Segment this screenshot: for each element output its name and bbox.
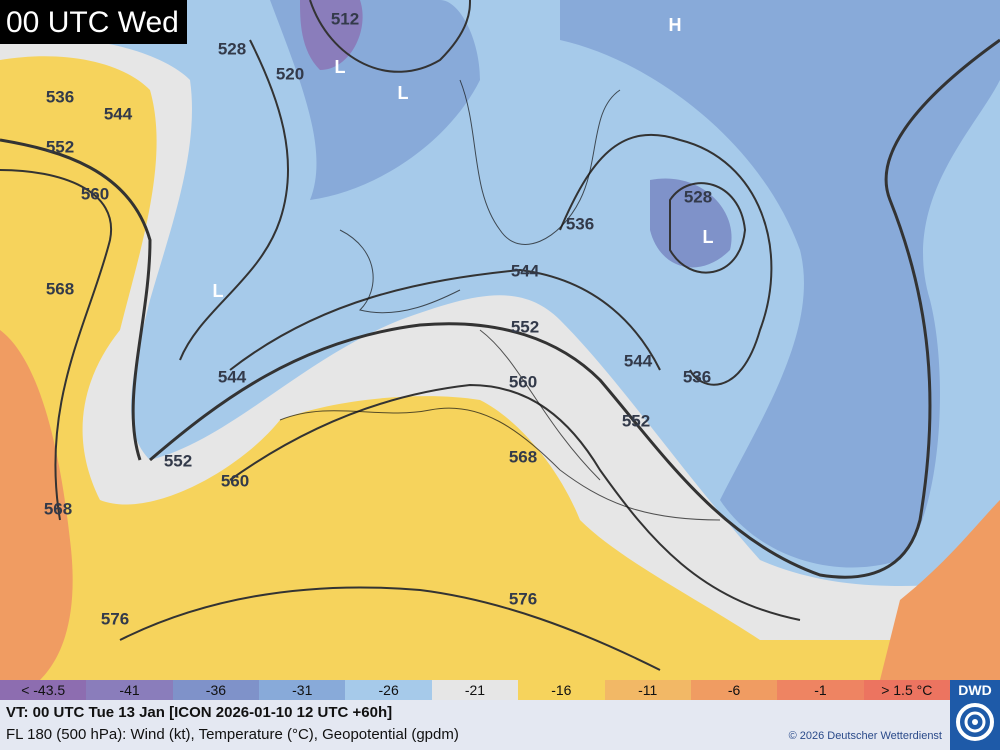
contour-label: 560 [81, 184, 109, 203]
contour-line [179, 39, 290, 361]
coastlines [279, 79, 721, 521]
contour-label: 568 [46, 279, 74, 298]
contour-label: 568 [44, 499, 72, 518]
legend-item: -11 [604, 680, 691, 700]
contour-line [309, 0, 471, 73]
contour-label: 552 [622, 411, 650, 430]
contour-label: 560 [509, 372, 537, 391]
contours [0, 0, 1000, 671]
logo: DWD [950, 680, 1000, 750]
map-title: 00 UTC Wed [0, 0, 187, 44]
contour-line [559, 134, 773, 386]
cold-area [560, 0, 1000, 568]
contour-label: 552 [511, 317, 539, 336]
legend-item: > 1.5 °C [863, 680, 950, 700]
contour-label: 576 [509, 589, 537, 608]
contour-label: 544 [218, 367, 247, 386]
contour-label: 512 [331, 9, 359, 28]
contour-label: 560 [221, 471, 249, 490]
contour-label: 544 [104, 104, 133, 123]
pressure-center: L [335, 57, 346, 77]
coastline [279, 407, 721, 521]
pressure-center: L [703, 227, 714, 247]
logo-icon [956, 703, 994, 741]
copyright: © 2026 Deutscher Wetterdienst [788, 730, 942, 742]
contour-label: 536 [46, 87, 74, 106]
contour-line [0, 169, 113, 521]
legend-item: -1 [777, 680, 864, 700]
contour-line [149, 38, 1000, 579]
legend-item: -6 [690, 680, 778, 700]
contour-label: 536 [566, 214, 594, 233]
logo-text: DWD [958, 682, 992, 698]
hot-area [880, 500, 1000, 680]
contour-line [669, 182, 747, 274]
contour-line [119, 586, 661, 671]
legend-item: -31 [259, 680, 346, 700]
contour-label: 520 [276, 64, 304, 83]
pressure-center: L [398, 83, 409, 103]
legend-item: -26 [345, 680, 432, 700]
contour-label: 568 [509, 447, 537, 466]
contour-line [0, 138, 152, 461]
hot-area [0, 330, 73, 680]
contour-line [229, 383, 801, 621]
pressure-center: H [669, 15, 682, 35]
coastline [459, 79, 621, 245]
legend: < -43.5 -41 -36 -31 -26 -21 -16 -11 -6 -1 > 1.5 °C [0, 680, 950, 700]
contour-label: 536 [683, 367, 711, 386]
legend-item: < -43.5 [0, 680, 87, 700]
pressure-center: L [213, 281, 224, 301]
description: FL 180 (500 hPa): Wind (kt), Temperature… [6, 726, 459, 743]
contour-label: 544 [511, 261, 540, 280]
weather-map: 528 512 520 536 544 552 560 568 568 576 544 552 560 5… [0, 0, 1000, 681]
valid-time: VT: 00 UTC Tue 13 Jan [ICON 2026-01-10 1… [6, 704, 393, 721]
contour-label: 552 [164, 451, 192, 470]
contour-label: 576 [101, 609, 129, 628]
warm-area [0, 56, 1000, 680]
coastline [339, 229, 461, 314]
legend-item: -41 [86, 680, 173, 700]
contour-label: 552 [46, 137, 74, 156]
contour-label: 528 [218, 39, 246, 58]
legend-item: -16 [518, 680, 605, 700]
contour-line [229, 268, 661, 371]
legend-item: -36 [172, 680, 260, 700]
coastline [479, 329, 601, 481]
contour-label: 544 [624, 351, 653, 370]
contour-label: 528 [684, 187, 712, 206]
legend-item: -21 [431, 680, 519, 700]
footer: VT: 00 UTC Tue 13 Jan [ICON 2026-01-10 1… [0, 700, 950, 750]
